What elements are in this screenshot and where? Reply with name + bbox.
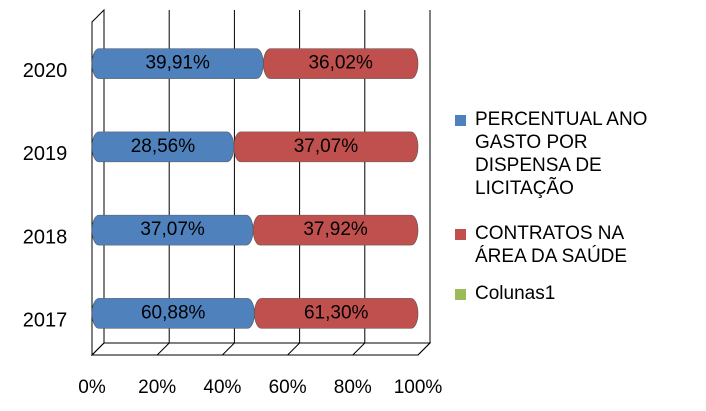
legend-item: Colunas1 xyxy=(455,282,695,305)
x-tick-label: 100% xyxy=(394,377,443,398)
data-label: 60,88% xyxy=(141,302,206,323)
bar-segment xyxy=(254,298,419,329)
data-label: 37,07% xyxy=(140,219,205,240)
bar-segment xyxy=(263,48,419,79)
floor-tick xyxy=(417,342,431,356)
floor xyxy=(90,342,432,356)
x-tick-label: 40% xyxy=(203,377,241,398)
floor-tick xyxy=(91,342,105,356)
legend-item: CONTRATOS NA ÁREA DA SAÚDE xyxy=(455,222,695,268)
y-tick-label: 2017 xyxy=(23,310,68,332)
legend-label: Colunas1 xyxy=(475,283,556,304)
bar-segment xyxy=(252,214,419,246)
floor-tick xyxy=(352,342,366,356)
legend-swatch xyxy=(455,115,466,126)
y-tick-label: 2019 xyxy=(23,143,68,165)
floor-tick xyxy=(156,342,170,356)
x-tick-label: 0% xyxy=(78,377,106,398)
legend-label: PERCENTUAL ANO GASTO POR DISPENSA DE LIC… xyxy=(475,109,648,199)
legend-swatch xyxy=(455,229,466,240)
legend-swatch xyxy=(455,289,466,300)
floor-tick xyxy=(287,342,300,356)
data-label: 37,07% xyxy=(294,136,359,157)
data-label: 36,02% xyxy=(308,53,373,74)
data-label: 28,56% xyxy=(131,136,196,157)
floor-tick xyxy=(222,342,235,356)
x-tick-label: 20% xyxy=(138,377,176,398)
data-label: 39,91% xyxy=(145,53,210,74)
data-label: 61,30% xyxy=(304,302,369,323)
legend-label: CONTRATOS NA ÁREA DA SAÚDE xyxy=(475,223,628,267)
legend-item: PERCENTUAL ANO GASTO POR DISPENSA DE LIC… xyxy=(455,108,695,200)
bar-segment xyxy=(233,131,419,163)
y-tick-label: 2020 xyxy=(23,60,68,82)
x-tick-label: 80% xyxy=(334,377,372,398)
data-label: 37,92% xyxy=(303,219,368,240)
x-tick-label: 60% xyxy=(269,377,307,398)
y-tick-label: 2018 xyxy=(23,226,68,248)
